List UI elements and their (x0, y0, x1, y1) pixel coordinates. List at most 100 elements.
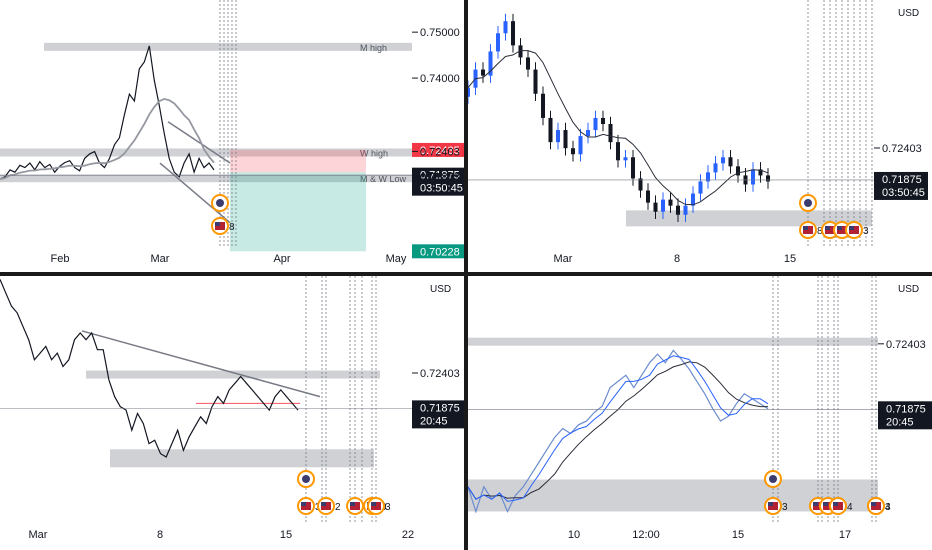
event-count-1: 2 (335, 502, 341, 513)
candle-7 (518, 45, 523, 58)
fast-average (468, 355, 769, 502)
x-tick-2: 15 (732, 529, 744, 541)
price-label-bg-2 (412, 142, 464, 157)
x-tick-1: 8 (674, 253, 680, 265)
flag-canton-1 (321, 502, 326, 506)
candle-24 (645, 190, 651, 203)
event-count-0: 3 (782, 502, 788, 513)
price-label-bg-1 (874, 171, 928, 200)
globe-icon (302, 475, 310, 483)
event-count-4: 3 (885, 502, 891, 513)
price-label-bg-4 (412, 167, 464, 196)
price-label-0: 0.72403 (886, 339, 926, 351)
zone-0 (468, 337, 878, 346)
candle-0 (468, 87, 471, 97)
zone-0 (86, 370, 380, 379)
flag-canton-0 (301, 502, 306, 506)
candle-5 (503, 21, 508, 34)
flag-canton-2 (837, 226, 842, 230)
candle-40 (765, 175, 771, 182)
candle-19 (608, 124, 613, 143)
price-label-6: 0.70228 (420, 246, 460, 258)
candle-4 (495, 33, 501, 52)
candle-14 (570, 148, 576, 155)
x-tick-0: 10 (568, 529, 580, 541)
candle-15 (578, 136, 583, 155)
price-label-1: 0.71875 (420, 402, 460, 414)
candle-22 (630, 157, 636, 179)
trendline (81, 330, 321, 398)
candle-3 (488, 51, 493, 76)
x-tick-0: Mar (29, 529, 48, 541)
x-tick-2: 15 (280, 529, 292, 541)
event-count-5: 4 (885, 502, 891, 513)
event-count-3: 3 (863, 226, 869, 237)
horizontal-divider[interactable] (0, 272, 932, 276)
stop-zone (230, 149, 366, 173)
globe-icon (216, 199, 224, 207)
price-line (0, 279, 299, 458)
candle-6 (510, 21, 516, 46)
chart-pane-top-left[interactable]: M high W high M & W Low 0.75000 0.74000 0.724… (0, 0, 464, 272)
zone-2 (0, 174, 412, 183)
currency-label: USD (430, 284, 451, 295)
price-label-1: 0.71875 (882, 174, 922, 186)
price-label-3: 0.72403 (420, 146, 460, 158)
globe-icon (804, 199, 812, 207)
candle-8 (525, 57, 531, 70)
candle-21 (623, 157, 628, 161)
flag-canton-0 (215, 222, 220, 226)
price-label-0: 0.72403 (420, 368, 460, 380)
price-label-2: 0.72435 (420, 145, 460, 157)
price-label-1: 0.71875 (886, 403, 926, 415)
candle-17 (593, 117, 598, 131)
price-line (468, 349, 769, 514)
candle-20 (615, 142, 621, 161)
moving-average (0, 97, 215, 180)
countdown-label-4: 03:50:45 (420, 183, 463, 195)
zone-0 (44, 42, 412, 51)
x-tick-2: Apr (273, 253, 290, 265)
countdown-label-1: 20:45 (420, 415, 448, 427)
candle-29 (683, 205, 688, 215)
candle-10 (540, 93, 546, 118)
price-label-0: 0.72403 (882, 143, 922, 155)
x-tick-3: May (386, 253, 407, 265)
price-label-bg-6 (412, 244, 464, 259)
x-tick-1: Mar (151, 253, 170, 265)
candle-2 (480, 69, 486, 76)
candle-18 (600, 117, 606, 124)
candle-31 (698, 181, 703, 194)
trendline (167, 121, 231, 164)
price-label-5: 0.71853 (420, 172, 460, 184)
price-label-bg-1 (878, 401, 932, 430)
candle-23 (638, 178, 643, 191)
countdown-label-1: 03:50:45 (882, 187, 925, 199)
candle-34 (720, 157, 726, 164)
zone-1 (110, 449, 374, 468)
currency-label: USD (898, 8, 919, 19)
x-tick-0: Feb (51, 253, 70, 265)
x-tick-3: 22 (402, 529, 414, 541)
flag-canton-3 (849, 226, 854, 230)
candle-33 (713, 163, 718, 173)
flag-canton-5 (871, 502, 876, 506)
globe-icon (769, 475, 777, 483)
x-tick-1: 12:00 (632, 529, 660, 541)
flag-canton-1 (825, 226, 830, 230)
candle-39 (758, 169, 763, 176)
candle-16 (585, 130, 591, 137)
x-tick-2: 15 (784, 253, 796, 265)
countdown-label-1: 20:45 (886, 416, 914, 428)
event-count-0: 8 (229, 222, 235, 233)
currency-label: USD (898, 284, 919, 295)
x-tick-3: 17 (839, 529, 851, 541)
candle-38 (750, 169, 756, 185)
moving-average (468, 50, 769, 206)
